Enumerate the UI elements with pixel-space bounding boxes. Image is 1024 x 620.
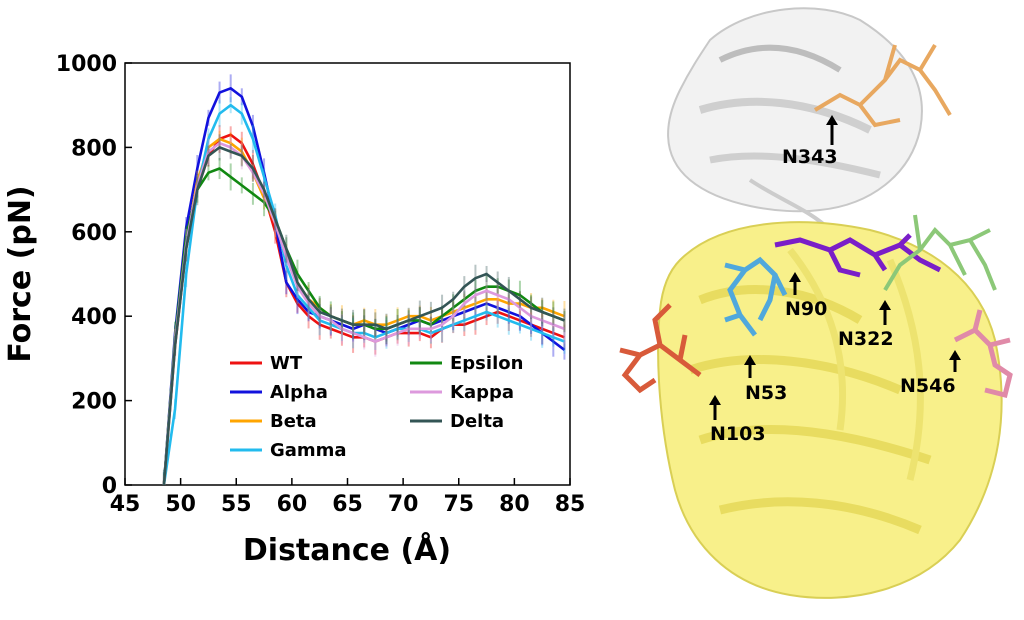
legend-label-kappa: Kappa	[450, 382, 514, 403]
x-tick-label: 45	[110, 492, 141, 517]
lower-domain	[657, 221, 1003, 599]
glycan-n546	[953, 309, 1013, 399]
protein-structure-render: N343 N90 N322 N53 N546 N103	[619, 7, 1013, 599]
y-tick-label: 600	[71, 221, 117, 246]
site-label-n322: N322	[838, 328, 894, 350]
y-tick-label: 0	[102, 474, 117, 499]
legend: WT Alpha Beta Gamma Epsilon Kappa Delta	[230, 353, 523, 461]
x-axis-title: Distance (Å)	[243, 531, 451, 568]
legend-label-epsilon: Epsilon	[450, 353, 523, 374]
glycan-n343	[813, 43, 952, 128]
legend-label-alpha: Alpha	[270, 382, 328, 403]
series-delta	[162, 134, 566, 485]
glycan-n90	[774, 233, 942, 278]
arrow-head	[879, 300, 891, 310]
glycan-n322	[883, 214, 997, 292]
glycan-n53	[724, 256, 788, 337]
site-label-n343: N343	[782, 146, 838, 168]
site-label-n53: N53	[745, 382, 787, 404]
y-tick-label: 800	[71, 136, 117, 161]
glycan-n103	[619, 303, 702, 394]
arrow-head	[826, 115, 838, 125]
series-layer	[162, 74, 566, 485]
legend-label-wt: WT	[270, 353, 303, 374]
x-tick-label: 75	[443, 492, 474, 517]
arrow-head	[709, 395, 721, 405]
x-tick-label: 70	[388, 492, 419, 517]
arrow-head	[744, 355, 756, 365]
y-axis-title: Force (pN)	[3, 185, 38, 362]
arrow-head	[789, 272, 801, 282]
x-tick-label: 50	[165, 492, 196, 517]
upper-domain	[667, 7, 923, 232]
x-tick-label: 85	[555, 492, 586, 517]
force-distance-chart: 45 50 55 60 65 70 75 80 85 0 200 400 600 800 1000 WT Al…	[3, 52, 586, 568]
x-tick-label: 80	[499, 492, 530, 517]
axis-ticks: 45 50 55 60 65 70 75 80 85 0 200 400 600 800 1000	[56, 52, 586, 517]
series-line-kappa	[162, 141, 565, 485]
x-tick-label: 60	[277, 492, 308, 517]
series-line-delta	[162, 146, 565, 485]
site-label-n103: N103	[710, 423, 766, 445]
x-tick-label: 65	[332, 492, 363, 517]
legend-label-gamma: Gamma	[270, 440, 347, 461]
legend-label-delta: Delta	[450, 411, 504, 432]
site-label-n90: N90	[785, 298, 827, 320]
arrow-head	[949, 350, 961, 360]
series-gamma	[162, 97, 566, 485]
series-line-gamma	[162, 103, 565, 485]
series-line-beta	[162, 137, 565, 485]
site-arrows	[709, 115, 961, 420]
y-tick-label: 200	[71, 390, 117, 415]
x-tick-label: 55	[221, 492, 252, 517]
site-label-n546: N546	[900, 375, 956, 397]
y-tick-label: 400	[71, 305, 117, 330]
y-tick-label: 1000	[56, 52, 117, 77]
legend-label-beta: Beta	[270, 411, 317, 432]
